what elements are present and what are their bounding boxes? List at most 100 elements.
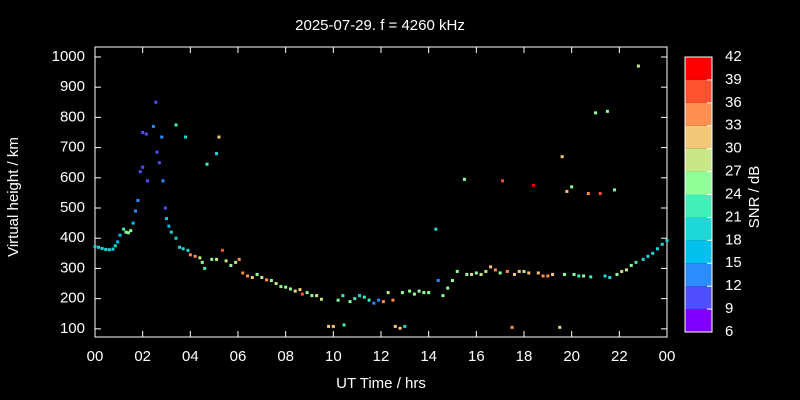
point <box>246 274 250 278</box>
point <box>165 217 168 221</box>
point <box>517 269 521 273</box>
point <box>417 289 421 293</box>
point <box>241 271 245 275</box>
point <box>221 248 225 252</box>
point <box>210 257 214 261</box>
y-tick-label: 600 <box>60 169 85 186</box>
x-tick-label: 18 <box>516 348 533 365</box>
colorbar-band <box>685 194 712 218</box>
colorbar-tick-label: 33 <box>725 117 742 134</box>
point <box>462 177 466 181</box>
point <box>269 279 273 283</box>
point <box>116 240 120 244</box>
point <box>465 272 469 276</box>
point <box>138 170 142 174</box>
point <box>144 132 148 136</box>
y-tick-label: 1000 <box>52 48 85 65</box>
point <box>522 269 526 273</box>
colorbar-tick-label: 36 <box>725 94 742 111</box>
point <box>129 229 133 233</box>
point <box>586 192 590 196</box>
point <box>265 278 269 282</box>
y-tick-label: 900 <box>60 78 85 95</box>
point <box>412 292 416 296</box>
point <box>224 259 228 263</box>
y-tick-label: 500 <box>60 199 85 216</box>
x-tick-label: 12 <box>373 348 390 365</box>
point <box>124 230 128 234</box>
point <box>181 247 185 251</box>
colorbar-band <box>685 217 712 241</box>
point <box>598 192 602 196</box>
point <box>107 248 111 252</box>
point <box>470 272 474 276</box>
point <box>510 325 514 329</box>
point <box>122 227 126 231</box>
point <box>160 135 164 139</box>
point <box>479 272 483 276</box>
point <box>641 257 645 261</box>
colorbar-band <box>685 309 712 332</box>
point <box>188 253 192 257</box>
point <box>582 274 586 278</box>
point <box>615 272 619 276</box>
point <box>427 291 431 295</box>
colorbar-band <box>685 148 712 172</box>
point <box>353 297 357 301</box>
plot-frame <box>94 46 668 338</box>
x-tick-label: 14 <box>420 348 437 365</box>
x-tick-label: 06 <box>230 348 247 365</box>
point <box>398 326 402 330</box>
point <box>655 247 659 251</box>
colorbar-band <box>685 57 712 80</box>
point <box>260 275 264 279</box>
x-tick-label: 04 <box>182 348 199 365</box>
point <box>474 271 478 275</box>
colorbar-tick-label: 12 <box>725 277 742 294</box>
point <box>636 64 640 68</box>
point <box>660 242 664 246</box>
colorbar-tick-label: 15 <box>725 254 742 271</box>
point <box>512 272 516 276</box>
point <box>279 285 283 289</box>
y-axis-label: Virtual height / km <box>5 137 22 257</box>
y-tick-label: 300 <box>60 259 85 276</box>
point <box>203 266 207 270</box>
point <box>532 183 536 187</box>
point <box>288 287 292 291</box>
point <box>157 161 161 165</box>
point <box>154 100 158 104</box>
y-tick-label: 100 <box>60 320 85 337</box>
point <box>422 291 426 295</box>
y-tick-label: 800 <box>60 108 85 125</box>
point <box>563 272 567 276</box>
point <box>551 272 555 276</box>
point <box>570 185 574 189</box>
point <box>111 247 115 251</box>
point <box>603 274 607 278</box>
point <box>136 198 140 202</box>
point <box>455 269 459 273</box>
point <box>274 282 278 286</box>
point <box>205 162 209 166</box>
x-tick-label: 00 <box>659 348 676 365</box>
point <box>186 248 190 252</box>
point <box>169 230 173 234</box>
x-tick-label: 08 <box>277 348 294 365</box>
point <box>403 324 407 328</box>
point <box>565 189 569 193</box>
point <box>126 231 130 235</box>
colorbar-label: SNR / dB <box>746 166 763 229</box>
x-tick-label: 20 <box>563 348 580 365</box>
point <box>358 294 362 298</box>
point <box>400 291 404 295</box>
colorbar-band <box>685 240 712 264</box>
point <box>572 272 576 276</box>
point <box>319 297 323 301</box>
point <box>298 288 302 292</box>
point <box>305 291 309 295</box>
point <box>93 245 97 249</box>
colorbar-band <box>685 263 712 287</box>
point <box>624 268 628 272</box>
point <box>634 260 638 264</box>
